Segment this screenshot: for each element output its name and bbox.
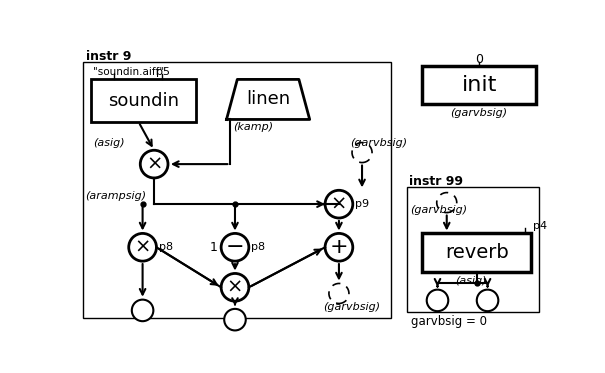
Text: 1: 1 <box>209 241 217 254</box>
Text: init: init <box>462 75 497 95</box>
Text: p8: p8 <box>251 242 265 252</box>
Text: (arampsig): (arampsig) <box>85 191 146 201</box>
Text: instr 99: instr 99 <box>409 175 463 188</box>
Text: (garvbsig): (garvbsig) <box>451 108 508 118</box>
Circle shape <box>325 233 353 261</box>
Text: p8: p8 <box>159 242 173 252</box>
Circle shape <box>221 233 249 261</box>
Text: "soundin.aiff": "soundin.aiff" <box>93 67 165 77</box>
Circle shape <box>325 190 353 218</box>
Circle shape <box>224 309 246 330</box>
Text: +: + <box>330 237 348 257</box>
Circle shape <box>329 283 349 304</box>
FancyBboxPatch shape <box>422 66 536 104</box>
Text: (garvbsig): (garvbsig) <box>411 205 468 215</box>
Text: (garvbsig): (garvbsig) <box>350 138 408 148</box>
Circle shape <box>140 150 168 178</box>
Text: p5: p5 <box>157 67 171 77</box>
Text: ×: × <box>227 278 243 297</box>
Polygon shape <box>226 79 310 119</box>
FancyBboxPatch shape <box>82 62 391 318</box>
Text: (kamp): (kamp) <box>233 122 273 132</box>
FancyBboxPatch shape <box>91 79 197 122</box>
Text: p9: p9 <box>355 199 369 209</box>
Text: (asig): (asig) <box>455 276 486 286</box>
Text: (asig): (asig) <box>93 138 125 148</box>
Circle shape <box>437 192 457 213</box>
Circle shape <box>427 289 448 311</box>
FancyBboxPatch shape <box>422 233 531 272</box>
Circle shape <box>221 273 249 301</box>
Text: reverb: reverb <box>445 243 509 262</box>
Circle shape <box>477 289 499 311</box>
Text: −: − <box>226 237 244 257</box>
Circle shape <box>129 233 157 261</box>
Text: p4: p4 <box>533 221 547 231</box>
Text: linen: linen <box>246 90 290 109</box>
Text: ×: × <box>331 195 347 214</box>
FancyBboxPatch shape <box>407 187 539 312</box>
Text: ×: × <box>146 155 162 173</box>
Text: (garvbsig): (garvbsig) <box>324 303 381 312</box>
Text: ×: × <box>134 238 151 257</box>
Text: garvbsig = 0: garvbsig = 0 <box>411 315 486 328</box>
Circle shape <box>352 142 372 163</box>
Text: soundin: soundin <box>108 92 179 110</box>
Text: instr 9: instr 9 <box>87 50 132 63</box>
Text: 0: 0 <box>475 53 483 66</box>
Circle shape <box>132 300 153 321</box>
